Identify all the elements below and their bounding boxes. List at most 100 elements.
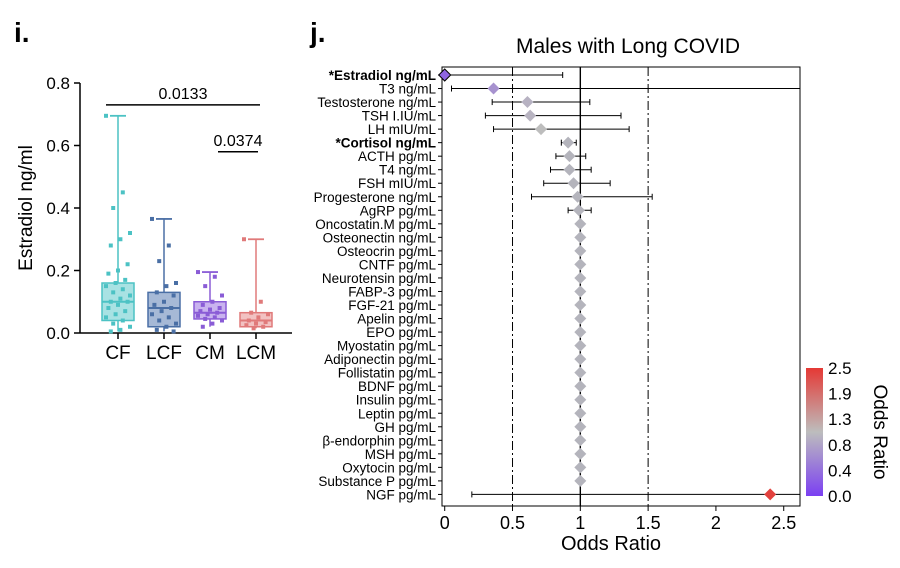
x-tick-label: CF (105, 343, 130, 364)
row-label: GH pg/mL (374, 420, 436, 435)
data-point (171, 293, 176, 298)
row-label: LH mIU/mL (368, 122, 437, 137)
data-point (128, 324, 132, 329)
p-value-label: 0.0374 (214, 133, 263, 150)
odds-ratio-marker (521, 96, 534, 109)
data-point (111, 321, 116, 326)
odds-ratio-marker (574, 407, 587, 420)
row-label: Adiponectin pg/mL (324, 352, 436, 367)
odds-ratio-marker (574, 434, 587, 447)
data-point (120, 318, 125, 323)
odds-ratio-marker (574, 380, 587, 393)
data-point (220, 318, 224, 323)
data-point (154, 327, 159, 332)
data-point (106, 271, 111, 276)
data-point (104, 113, 108, 118)
row-label: Apelin pg/mL (357, 312, 436, 327)
data-point (164, 284, 169, 289)
data-point (120, 287, 125, 292)
odds-ratio-marker (524, 109, 537, 122)
row-label: NGF pg/mL (366, 487, 436, 502)
data-point (210, 321, 215, 326)
row-label: β-endorphin pg/mL (322, 433, 436, 448)
data-point (217, 306, 222, 310)
data-point (123, 309, 128, 314)
row-label: Testosterone ng/mL (317, 95, 436, 110)
y-tick-label: 0.8 (46, 74, 70, 93)
odds-ratio-marker (562, 136, 575, 149)
data-point (220, 293, 224, 298)
x-tick-label: 2 (711, 513, 721, 533)
row-label: Follistatin pg/mL (338, 366, 437, 381)
y-tick-label: 0.6 (46, 137, 70, 156)
odds-ratio-marker (567, 177, 580, 190)
row-label: Insulin pg/mL (356, 393, 437, 408)
data-point (159, 309, 164, 314)
odds-ratio-marker (574, 258, 587, 271)
x-tick-label: 1 (575, 513, 585, 533)
plot-frame (441, 66, 801, 507)
data-point (125, 299, 130, 304)
colorbar-tick-label: 2.5 (828, 359, 852, 378)
x-tick-label: 2.5 (771, 513, 796, 533)
colorbar-tick-label: 1.9 (828, 385, 852, 404)
odds-ratio-marker (571, 190, 584, 203)
row-label: ACTH pg/mL (358, 149, 437, 164)
data-point (157, 259, 162, 264)
odds-ratio-marker (574, 312, 587, 325)
row-label: Osteonectin ng/mL (323, 230, 437, 245)
data-point (166, 243, 171, 248)
panel-label-j: j. (309, 17, 326, 48)
data-point (198, 309, 203, 314)
odds-ratio-marker (438, 68, 452, 82)
y-tick-label: 0.4 (46, 199, 70, 218)
data-point (169, 306, 174, 310)
odds-ratio-marker (487, 82, 500, 95)
odds-ratio-marker (534, 123, 547, 136)
odds-ratio-marker (574, 420, 587, 433)
data-point (196, 270, 200, 275)
data-point (254, 321, 258, 326)
colorbar-tick-label: 0.0 (828, 487, 852, 506)
row-label: Leptin pg/mL (358, 406, 437, 421)
data-point (150, 216, 154, 221)
data-point (104, 284, 108, 289)
data-point (150, 312, 154, 317)
forest-plot-title: Males with Long COVID (516, 35, 740, 58)
data-point (116, 302, 120, 307)
data-point (208, 307, 212, 312)
data-point (203, 316, 208, 321)
data-point (258, 299, 263, 304)
odds-ratio-marker (764, 488, 777, 501)
data-point (261, 324, 266, 329)
row-label: *Cortisol ng/mL (336, 136, 437, 151)
x-tick-label: LCF (146, 343, 182, 364)
box-lcf (147, 291, 181, 328)
data-point (246, 318, 251, 323)
row-label: Myostatin pg/mL (337, 339, 437, 354)
row-label: *Estradiol ng/mL (329, 68, 436, 83)
data-point (106, 306, 111, 310)
y-axis-label: Estradiol ng/ml (16, 145, 37, 271)
odds-ratio-marker (563, 163, 576, 176)
data-point (157, 318, 162, 323)
row-label: T3 ng/mL (379, 82, 437, 97)
x-tick-label: 1.5 (636, 513, 661, 533)
data-point (174, 281, 178, 285)
x-tick-label: 0 (440, 513, 450, 533)
data-point (111, 290, 116, 295)
data-point (212, 274, 217, 279)
row-label: Osteocrin pg/mL (337, 244, 437, 259)
data-point (125, 262, 130, 267)
colorbar-label: Odds Ratio (869, 384, 890, 479)
odds-ratio-marker (574, 299, 587, 312)
row-label: TSH I.IU/mL (362, 109, 437, 124)
p-value-label: 0.0133 (159, 86, 208, 103)
colorbar-gradient (806, 368, 823, 496)
odds-ratio-marker (574, 474, 587, 487)
data-point (128, 231, 132, 235)
odds-ratio-marker (574, 217, 587, 230)
data-point (215, 310, 220, 315)
data-point (154, 290, 159, 295)
